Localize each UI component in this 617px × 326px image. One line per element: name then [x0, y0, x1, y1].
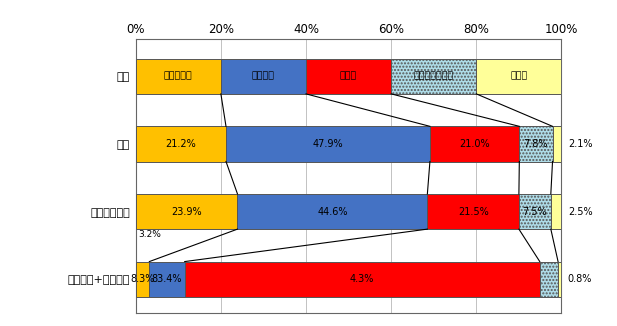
Bar	[553, 126, 561, 161]
Text: その他: その他	[510, 72, 528, 81]
Bar	[149, 261, 184, 297]
Bar	[391, 59, 476, 94]
Bar	[430, 126, 520, 161]
Bar	[226, 126, 430, 161]
Bar	[540, 261, 558, 297]
Bar	[136, 261, 149, 297]
Bar	[476, 59, 561, 94]
Bar	[306, 59, 391, 94]
Text: 8.3%: 8.3%	[130, 274, 155, 284]
Text: 0.8%: 0.8%	[568, 274, 592, 284]
Bar	[136, 126, 226, 161]
Text: 都心に行かない: 都心に行かない	[413, 72, 454, 81]
Text: 3.2%: 3.2%	[138, 230, 161, 240]
Text: 7.5%: 7.5%	[523, 207, 547, 216]
Text: 2.5%: 2.5%	[568, 207, 592, 216]
Bar	[136, 59, 221, 94]
Text: 23.9%: 23.9%	[172, 207, 202, 216]
Text: 4.3%: 4.3%	[350, 274, 375, 284]
Text: 21.5%: 21.5%	[458, 207, 489, 216]
Bar	[221, 59, 306, 94]
Bar	[519, 194, 551, 229]
Bar	[428, 194, 519, 229]
Text: 44.6%: 44.6%	[317, 207, 347, 216]
Text: 47.9%: 47.9%	[313, 139, 343, 149]
Bar	[238, 194, 428, 229]
Text: 7.8%: 7.8%	[524, 139, 548, 149]
Text: 83.4%: 83.4%	[152, 274, 182, 284]
Bar	[551, 194, 561, 229]
Text: 両　方: 両 方	[340, 72, 357, 81]
Bar	[558, 261, 561, 297]
Text: 2.1%: 2.1%	[568, 139, 592, 149]
Text: 札幌駅周辺: 札幌駅周辺	[164, 72, 193, 81]
Text: 21.2%: 21.2%	[165, 139, 196, 149]
Bar	[520, 126, 553, 161]
Bar	[184, 261, 540, 297]
Text: 大通周辺: 大通周辺	[252, 72, 275, 81]
Text: 21.0%: 21.0%	[459, 139, 490, 149]
Bar	[136, 194, 238, 229]
